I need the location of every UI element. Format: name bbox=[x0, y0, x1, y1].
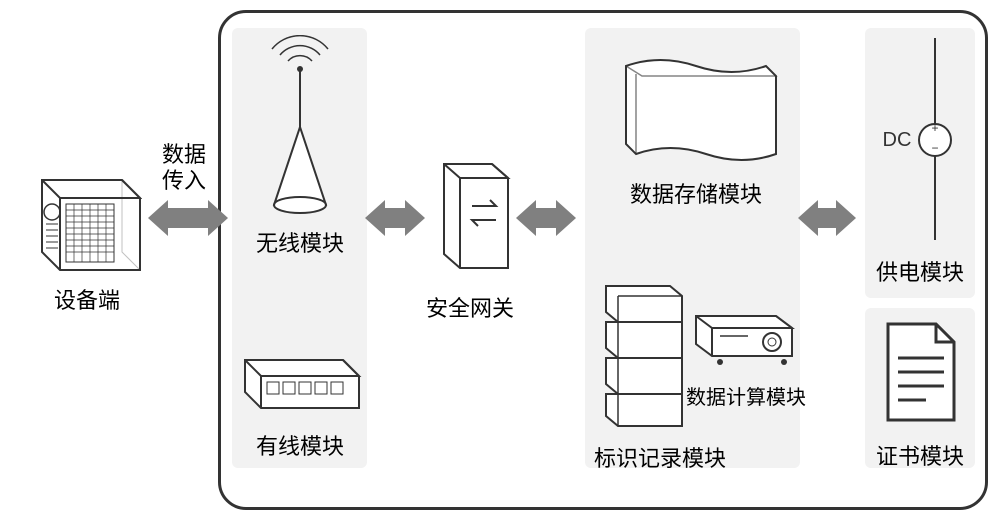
gateway-icon bbox=[420, 150, 520, 280]
wireless-module: 无线模块 bbox=[240, 35, 360, 258]
projector-icon bbox=[686, 300, 798, 370]
arrow-gateway-to-storage bbox=[516, 200, 576, 236]
security-gateway-label: 安全网关 bbox=[420, 291, 520, 323]
switch-icon bbox=[237, 338, 363, 418]
data-in-label: 数据 传入 bbox=[160, 142, 208, 195]
wired-module: 有线模块 bbox=[237, 338, 363, 461]
svg-text:+: + bbox=[931, 121, 938, 135]
data-compute-label: 数据计算模块 bbox=[686, 381, 798, 410]
device-side: 设备端 bbox=[32, 162, 142, 315]
cert-module: 证书模块 bbox=[874, 318, 966, 471]
device-side-label: 设备端 bbox=[32, 283, 142, 315]
arrow-storage-to-power bbox=[798, 200, 856, 236]
data-storage-label: 数据存储模块 bbox=[612, 177, 780, 209]
security-gateway: 安全网关 bbox=[420, 150, 520, 323]
dc-source-icon: + − DC bbox=[865, 34, 975, 244]
document-icon bbox=[874, 318, 966, 428]
arrow-device-to-wireless bbox=[148, 200, 228, 236]
wired-module-label: 有线模块 bbox=[237, 429, 363, 461]
arrow-wireless-to-gateway bbox=[365, 200, 425, 236]
svg-text:−: − bbox=[931, 141, 938, 155]
data-compute-module: 数据计算模块 bbox=[686, 300, 798, 410]
antenna-icon bbox=[240, 35, 360, 215]
power-module: + − DC 供电模块 bbox=[865, 34, 975, 287]
storage-icon bbox=[612, 46, 780, 166]
wireless-module-label: 无线模块 bbox=[240, 226, 360, 258]
cert-module-label: 证书模块 bbox=[874, 439, 966, 471]
server-icon bbox=[32, 162, 142, 272]
power-module-label: 供电模块 bbox=[865, 255, 975, 287]
data-storage-module: 数据存储模块 bbox=[612, 46, 780, 209]
stack-icon bbox=[600, 280, 686, 430]
id-record-module: 标识记录模块 bbox=[598, 280, 688, 473]
dc-text: DC bbox=[883, 129, 912, 151]
id-record-label: 标识记录模块 bbox=[594, 441, 688, 473]
